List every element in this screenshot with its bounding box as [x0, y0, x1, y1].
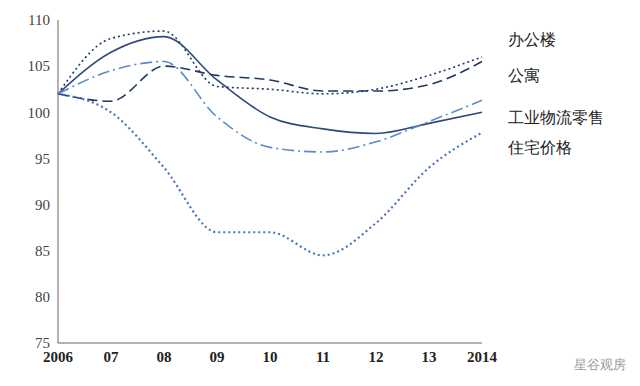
svg-text:110: 110 [28, 12, 50, 28]
svg-text:105: 105 [28, 58, 51, 74]
html-text:星谷观房: 星谷观房 [574, 357, 626, 372]
svg-text:95: 95 [35, 151, 50, 167]
html-text:工业物流零售: 工业物流零售 [508, 109, 604, 126]
svg-text:2006: 2006 [43, 348, 73, 365]
svg-text:11: 11 [316, 349, 330, 365]
svg-text:13: 13 [422, 349, 437, 365]
svg-text:2014: 2014 [467, 349, 498, 365]
svg-text:09: 09 [210, 349, 225, 365]
svg-text:90: 90 [35, 197, 50, 213]
svg-text:100: 100 [28, 105, 51, 121]
svg-text:10: 10 [263, 349, 278, 365]
html-text:公寓: 公寓 [508, 67, 540, 84]
svg-text:85: 85 [35, 243, 50, 259]
svg-text:75: 75 [35, 335, 50, 351]
html-text:办公楼: 办公楼 [508, 31, 556, 48]
html-text:住宅价格: 住宅价格 [508, 139, 572, 156]
svg-text:07: 07 [104, 349, 120, 365]
svg-text:08: 08 [157, 349, 172, 365]
svg-text:80: 80 [35, 289, 50, 305]
svg-text:12: 12 [369, 349, 384, 365]
